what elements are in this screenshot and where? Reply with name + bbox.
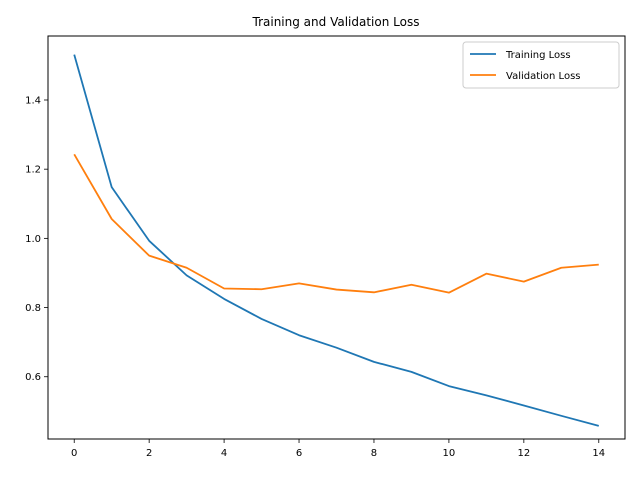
series-line-training-loss	[73, 54, 600, 427]
x-tick-label: 12	[517, 448, 530, 459]
x-tick-label: 8	[371, 448, 377, 459]
x-tick-label: 10	[443, 448, 456, 459]
x-tick-label: 4	[221, 448, 227, 459]
y-tick-label: 1.4	[25, 95, 41, 106]
y-tick-label: 0.8	[25, 303, 41, 314]
legend-box	[462, 41, 620, 89]
y-tick-label: 0.6	[25, 372, 41, 383]
chart-title: Training and Validation Loss	[252, 15, 420, 29]
legend-label-validation: Validation Loss	[506, 71, 581, 82]
legend: Training Loss Validation Loss	[462, 41, 620, 89]
x-tick-label: 6	[296, 448, 302, 459]
x-tick-label: 0	[71, 448, 77, 459]
axes-frame	[47, 35, 626, 440]
x-tick-label: 2	[146, 448, 152, 459]
series-line-validation-loss	[73, 153, 599, 294]
x-tick-label: 14	[592, 448, 605, 459]
y-tick-label: 1.0	[25, 234, 41, 245]
legend-label-training: Training Loss	[505, 50, 571, 61]
axis-ticks: 0 2 4 6 8 10 12 14 0.6 0.8 1.0 1.2 1.4	[25, 95, 605, 459]
plot-area	[73, 54, 600, 427]
y-tick-label: 1.2	[25, 165, 41, 176]
